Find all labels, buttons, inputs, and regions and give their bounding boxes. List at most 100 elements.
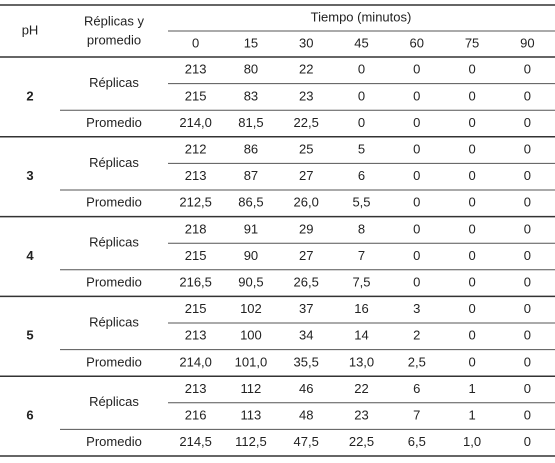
cell: 27	[299, 248, 313, 263]
cell: 0	[468, 195, 475, 210]
cell: 86,5	[238, 195, 263, 210]
cell: 90	[244, 248, 258, 263]
cell: 0	[468, 354, 475, 369]
cell: 0	[468, 275, 475, 290]
cell: 29	[299, 221, 313, 236]
cell: 0	[358, 88, 365, 103]
cell: 212,5	[179, 195, 212, 210]
cell: 6	[413, 381, 420, 396]
cell: 0	[524, 275, 531, 290]
cell: 0	[468, 142, 475, 157]
cell: 46	[299, 381, 313, 396]
cell: 34	[299, 328, 313, 343]
cell: 87	[244, 168, 258, 183]
ph-value: 2	[26, 88, 33, 103]
cell: 0	[413, 62, 420, 77]
cell: 80	[244, 62, 258, 77]
cell: 0	[413, 88, 420, 103]
time-header: 60	[410, 35, 424, 50]
header-replicas: Réplicas y	[84, 13, 144, 28]
cell: 0	[468, 88, 475, 103]
cell: 5	[358, 142, 365, 157]
cell: 213	[185, 168, 207, 183]
time-header: 45	[354, 35, 368, 50]
cell: 216	[185, 408, 207, 423]
cell: 214,0	[179, 354, 212, 369]
cell: 90,5	[238, 275, 263, 290]
cell: 27	[299, 168, 313, 183]
cell: 0	[468, 328, 475, 343]
cell: 213	[185, 62, 207, 77]
ph-value: 3	[26, 168, 33, 183]
cell: 23	[354, 408, 368, 423]
cell: 3	[413, 301, 420, 316]
average-label: Promedio	[86, 195, 142, 210]
cell: 0	[413, 195, 420, 210]
cell: 100	[240, 328, 262, 343]
average-label: Promedio	[86, 434, 142, 449]
cell: 0	[524, 115, 531, 130]
cell: 48	[299, 408, 313, 423]
cell: 22,5	[349, 434, 374, 449]
cell: 26,5	[294, 275, 319, 290]
cell: 22	[354, 381, 368, 396]
cell: 47,5	[294, 434, 319, 449]
cell: 0	[524, 354, 531, 369]
replicas-label: Réplicas	[89, 394, 139, 409]
replicas-label: Réplicas	[89, 235, 139, 250]
cell: 0	[468, 248, 475, 263]
cell: 214,5	[179, 434, 212, 449]
cell: 23	[299, 88, 313, 103]
cell: 0	[524, 221, 531, 236]
cell: 218	[185, 221, 207, 236]
cell: 14	[354, 328, 368, 343]
cell: 25	[299, 142, 313, 157]
cell: 0	[524, 381, 531, 396]
replicas-label: Réplicas	[89, 75, 139, 90]
cell: 5,5	[352, 195, 370, 210]
ph-value: 4	[26, 248, 34, 263]
header-ph: pH	[22, 22, 39, 37]
cell: 212	[185, 142, 207, 157]
cell: 0	[524, 168, 531, 183]
cell: 8	[358, 221, 365, 236]
cell: 0	[358, 62, 365, 77]
average-label: Promedio	[86, 354, 142, 369]
cell: 216,5	[179, 275, 212, 290]
cell: 0	[413, 115, 420, 130]
cell: 16	[354, 301, 368, 316]
cell: 213	[185, 381, 207, 396]
cell: 2,5	[408, 354, 426, 369]
cell: 0	[358, 115, 365, 130]
time-header: 90	[520, 35, 534, 50]
cell: 0	[524, 142, 531, 157]
cell: 213	[185, 328, 207, 343]
cell: 0	[413, 168, 420, 183]
cell: 0	[468, 221, 475, 236]
cell: 0	[524, 434, 531, 449]
time-header: 30	[299, 35, 313, 50]
header-time: Tiempo (minutos)	[311, 9, 412, 24]
cell: 0	[413, 142, 420, 157]
cell: 0	[468, 301, 475, 316]
cell: 7	[358, 248, 365, 263]
cell: 22,5	[294, 115, 319, 130]
cell: 0	[524, 88, 531, 103]
cell: 215	[185, 248, 207, 263]
cell: 0	[524, 301, 531, 316]
cell: 1,0	[463, 434, 481, 449]
cell: 113	[241, 408, 262, 423]
cell: 1	[468, 408, 475, 423]
cell: 102	[240, 301, 262, 316]
replicas-label: Réplicas	[89, 314, 139, 329]
cell: 0	[413, 248, 420, 263]
cell: 112,5	[235, 434, 267, 449]
cell: 0	[524, 408, 531, 423]
cell: 0	[468, 115, 475, 130]
average-label: Promedio	[86, 275, 142, 290]
ph-value: 6	[26, 408, 33, 423]
cell: 6	[358, 168, 365, 183]
cell: 37	[299, 301, 313, 316]
cell: 215	[185, 301, 207, 316]
